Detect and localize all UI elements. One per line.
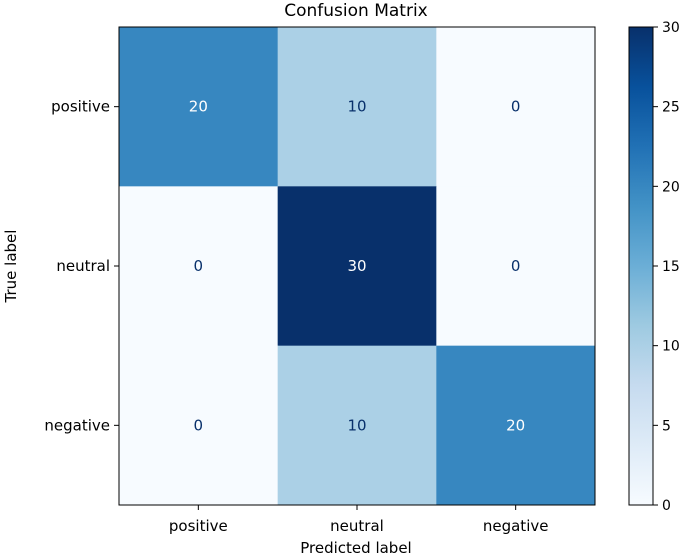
colorbar-tick-label-2: 10 (662, 339, 680, 355)
heatmap-cell-r0-c2 (436, 27, 596, 187)
y-axis-ticks: positive neutral negative (44, 98, 119, 434)
colorbar-ticks: 0 5 10 15 20 25 30 (653, 20, 680, 514)
heatmap-cell-r1-c0 (119, 186, 279, 347)
heatmap-cell-label-r2-c0: 0 (194, 416, 204, 434)
x-tick-label-2: negative (483, 517, 549, 535)
heatmap-cell-label-r2-c2: 20 (506, 416, 525, 434)
y-tick-label-1: neutral (56, 257, 110, 275)
colorbar-tick-label-6: 30 (662, 20, 680, 36)
heatmap-cell-r2-c2 (436, 345, 596, 506)
y-axis-label: True label (2, 230, 20, 304)
heatmap-cell-label-r1-c0: 0 (194, 257, 204, 275)
colorbar-tick-label-5: 25 (662, 100, 680, 116)
colorbar (629, 27, 653, 505)
heatmap-cell-label-r0-c0: 20 (189, 98, 208, 116)
colorbar-tick-label-4: 20 (662, 179, 680, 195)
heatmap-cell-label-r1-c2: 0 (511, 257, 521, 275)
heatmap-cell-labels: 20 10 0 0 30 0 0 10 20 (189, 98, 525, 435)
y-tick-label-2: negative (44, 416, 110, 434)
heatmap-cell-r1-c1 (277, 186, 437, 347)
x-tick-label-1: neutral (330, 517, 384, 535)
x-tick-label-0: positive (169, 517, 228, 535)
heatmap-cell-label-r1-c1: 30 (347, 257, 366, 275)
heatmap-cell-r2-c1 (277, 345, 437, 506)
heatmap-cells (119, 27, 596, 506)
heatmap-cell-r0-c0 (119, 27, 279, 187)
chart-title: Confusion Matrix (284, 1, 428, 21)
heatmap-cell-label-r0-c1: 10 (347, 98, 366, 116)
x-axis-ticks: positive neutral negative (169, 505, 549, 535)
colorbar-tick-label-0: 0 (662, 498, 671, 514)
heatmap-cell-label-r2-c1: 10 (347, 416, 366, 434)
heatmap-cell-label-r0-c2: 0 (511, 98, 521, 116)
y-tick-label-0: positive (51, 98, 110, 116)
heatmap-cell-r0-c1 (277, 27, 437, 187)
x-axis-label: Predicted label (300, 539, 411, 557)
heatmap-cell-r2-c0 (119, 345, 279, 506)
colorbar-tick-label-1: 5 (662, 418, 671, 434)
colorbar-tick-label-3: 15 (662, 259, 680, 275)
heatmap-cell-r1-c2 (436, 186, 596, 347)
